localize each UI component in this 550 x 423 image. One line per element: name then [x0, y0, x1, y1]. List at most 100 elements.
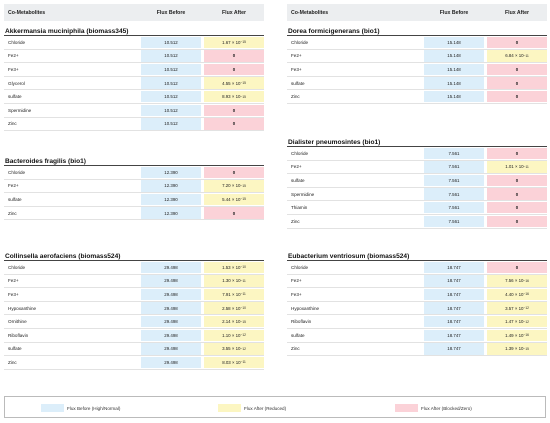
flux-after-mantissa: 1.30 × 10: [222, 278, 241, 284]
flux-after-exponent: −15: [240, 40, 246, 45]
flux-before-cell: 29.498: [141, 343, 201, 355]
flux-before-cell: 15.148: [424, 50, 484, 62]
organism-section: Collinsella aerofaciens (biomass524) Chlo…: [4, 252, 264, 370]
flux-after-cell: 1.49 × 10 −16: [487, 329, 547, 342]
flux-after-cell: 0: [204, 166, 264, 179]
co-metabolite-name: Fe2+: [8, 183, 19, 189]
flux-before-cell: 18.747: [424, 275, 484, 287]
flux-after-mantissa: 7.56 × 10: [505, 278, 524, 284]
table-row: sulfate 29.498 3.55 × 10 −12: [4, 343, 264, 357]
table-row: sulfate 12.390 5.44 × 10 −15: [4, 193, 264, 207]
co-metabolite-name: Fe3+: [8, 291, 19, 297]
flux-after-cell: 2.58 × 10 −10: [204, 302, 264, 314]
flux-after-mantissa: 1.39 × 10: [505, 346, 524, 352]
flux-after-cell: 0: [487, 90, 547, 103]
flux-before-cell: 10.512: [141, 63, 201, 76]
co-metabolite-name: Hypoxanthine: [291, 305, 320, 311]
table-row: Fe3+ 15.148 0: [287, 63, 547, 77]
co-metabolite-name: Chloride: [291, 39, 309, 45]
flux-before-cell: 10.512: [141, 104, 201, 117]
organism-title: Dialister pneumosintes (bio1): [287, 138, 547, 147]
flux-after-exponent: −11: [523, 164, 529, 169]
flux-after-cell: 0: [487, 215, 547, 228]
co-metabolite-name: Fe2+: [8, 278, 19, 284]
flux-after-mantissa: 0: [232, 121, 236, 127]
flux-before-cell: 29.498: [141, 356, 201, 369]
flux-after-mantissa: 0: [232, 169, 236, 175]
flux-after-cell: 1.67 × 10 −15: [204, 36, 264, 49]
organism-title: Collinsella aerofaciens (biomass524): [4, 252, 264, 261]
flux-after-cell: 0: [204, 104, 264, 117]
flux-after-cell: 5.44 × 10 −15: [204, 193, 264, 206]
co-metabolite-name: sulfate: [8, 196, 22, 202]
flux-after-cell: 0: [204, 50, 264, 62]
co-metabolite-name: Riboflavin: [8, 332, 29, 338]
flux-after-cell: 8.03 × 10 −11: [204, 356, 264, 369]
table-row: Fe2+ 29.498 1.30 × 10 −11: [4, 275, 264, 289]
table-row: Chloride 29.498 1.53 × 10 −10: [4, 261, 264, 275]
co-metabolite-name: Chloride: [8, 39, 26, 45]
table-row: Zinc 7.561 0: [287, 215, 547, 229]
flux-after-exponent: −11: [523, 53, 529, 58]
flux-before-cell: 29.498: [141, 275, 201, 287]
table-row: Fe2+ 10.512 0: [4, 50, 264, 64]
co-metabolite-name: Fe3+: [291, 66, 302, 72]
right-column: Co-Metabolites Flux Before Flux After Do…: [287, 4, 547, 357]
flux-before-cell: 10.512: [141, 36, 201, 49]
flux-after-mantissa: 3.55 × 10: [222, 346, 241, 352]
legend-item-blocked: Flux After (Blocked/Zero): [395, 404, 472, 412]
flux-after-mantissa: 2.58 × 10: [222, 305, 241, 311]
flux-after-cell: 0: [487, 201, 547, 214]
flux-after-mantissa: 8.03 × 10: [222, 359, 241, 365]
table-row: Fe3+ 10.512 0: [4, 63, 264, 77]
table-row: Fe2+ 18.747 7.56 × 10 −16: [287, 275, 547, 289]
co-metabolite-name: sulfate: [291, 80, 305, 86]
flux-after-exponent: −12: [523, 306, 529, 311]
table-row: Glycerol 10.512 4.55 × 10 −15: [4, 77, 264, 91]
co-metabolite-name: Fe2+: [291, 164, 302, 170]
flux-after-cell: 1.10 × 10 −12: [204, 329, 264, 342]
co-metabolite-name: Hypoxanthine: [8, 305, 37, 311]
flux-after-cell: 1.30 × 10 −11: [204, 275, 264, 287]
flux-after-cell: 3.57 × 10 −12: [487, 302, 547, 314]
table-row: Fe2+ 7.561 1.01 × 10 −11: [287, 161, 547, 175]
flux-after-exponent: −15: [240, 197, 246, 202]
table-row: Chloride 18.747 0: [287, 261, 547, 275]
legend-item-reduced: Flux After (Reduced): [218, 404, 286, 412]
flux-after-cell: 3.55 × 10 −12: [204, 343, 264, 355]
organism-title: Eubacterium ventriosum (biomass524): [287, 252, 547, 261]
legend-swatch-before: [41, 404, 64, 412]
co-metabolite-name: Fe3+: [8, 66, 19, 72]
flux-after-mantissa: 0: [515, 218, 519, 224]
flux-after-cell: 0: [487, 77, 547, 89]
flux-after-cell: 8.93 × 10 −15: [204, 90, 264, 103]
flux-before-cell: 7.561: [424, 201, 484, 214]
table-row: Spermidine 7.561 0: [287, 188, 547, 202]
flux-after-exponent: −11: [240, 292, 246, 297]
flux-after-mantissa: 0: [515, 39, 519, 45]
flux-after-cell: 0: [487, 174, 547, 187]
flux-before-cell: 12.390: [141, 166, 201, 179]
flux-after-mantissa: 5.44 × 10: [222, 196, 241, 202]
table-header: Co-Metabolites Flux Before Flux After: [4, 4, 264, 21]
table-row: Chloride 15.148 0: [287, 36, 547, 50]
flux-after-mantissa: 1.67 × 10: [222, 39, 241, 45]
flux-before-cell: 7.561: [424, 174, 484, 187]
flux-after-cell: 7.91 × 10 −11: [204, 288, 264, 301]
flux-after-cell: 1.53 × 10 −10: [204, 261, 264, 274]
flux-before-cell: 15.148: [424, 63, 484, 76]
flux-after-cell: 0: [487, 63, 547, 76]
flux-after-cell: 7.20 × 10 −15: [204, 180, 264, 192]
organism-section: Eubacterium ventriosum (biomass524) Chlor…: [287, 252, 547, 357]
flux-after-exponent: −12: [240, 346, 246, 351]
flux-before-cell: 18.747: [424, 288, 484, 301]
flux-before-cell: 18.747: [424, 302, 484, 314]
flux-before-cell: 18.747: [424, 329, 484, 342]
table-row: Hypoxanthine 18.747 3.57 × 10 −12: [287, 302, 547, 316]
legend-label-reduced: Flux After (Reduced): [244, 405, 287, 411]
legend-swatch-reduced: [218, 404, 241, 412]
legend-item-before: Flux Before (High/Normal): [41, 404, 120, 412]
header-flux-before: Flux Before: [156, 9, 186, 16]
flux-before-cell: 10.512: [141, 118, 201, 130]
flux-before-cell: 29.498: [141, 302, 201, 314]
